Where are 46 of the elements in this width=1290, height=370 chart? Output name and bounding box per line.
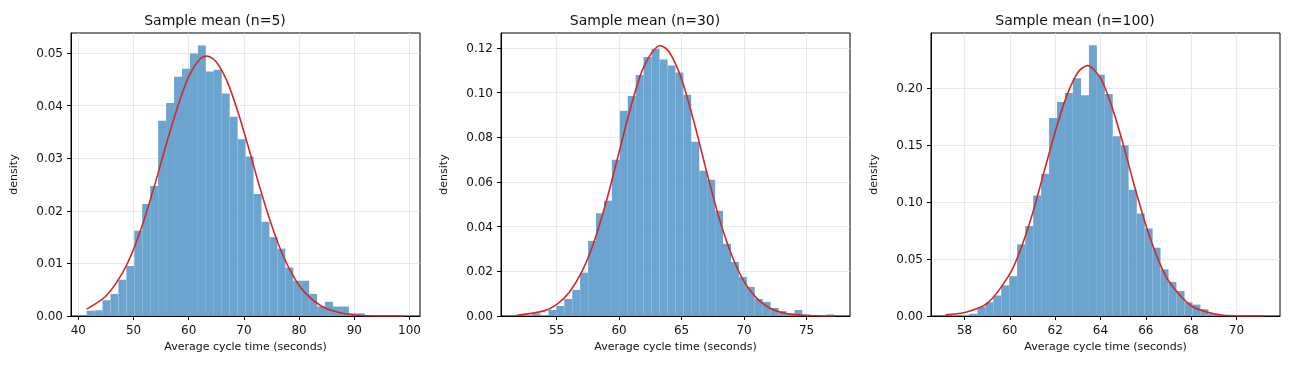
x-tick-label: 62 — [1047, 323, 1063, 337]
x-tick-label: 65 — [673, 323, 690, 337]
x-tick-label: 40 — [70, 323, 86, 337]
x-tick-label: 70 — [736, 323, 752, 337]
y-tick-label: 0.08 — [466, 130, 493, 145]
x-tick-label: 50 — [125, 323, 142, 337]
x-tick-label: 66 — [1138, 323, 1154, 337]
x-tick-label: 58 — [956, 323, 973, 337]
y-tick-label: 0.02 — [466, 264, 493, 279]
y-tick-label: 0.00 — [896, 309, 923, 323]
x-axis-title: Average cycle time (seconds) — [594, 339, 757, 353]
x-tick-label: 75 — [798, 323, 815, 337]
y-tick-label: 0.10 — [466, 85, 493, 100]
x-tick-label: 64 — [1092, 323, 1109, 337]
x-tick-label: 60 — [1002, 323, 1018, 337]
x-tick-label: 90 — [346, 323, 362, 337]
y-axis-title: density — [437, 153, 450, 195]
chart-title: Sample mean (n=100) — [995, 12, 1155, 28]
y-tick-label: 0.04 — [466, 219, 493, 234]
x-tick-label: 80 — [291, 323, 307, 337]
y-tick-label: 0.20 — [896, 81, 923, 96]
y-tick-label: 0.03 — [36, 151, 63, 166]
y-tick-label: 0.06 — [466, 174, 493, 189]
y-axis-title: density — [7, 153, 20, 195]
y-tick-label: 0.05 — [896, 252, 923, 267]
chart-title: Sample mean (n=30) — [569, 12, 721, 28]
x-axis-title: Average cycle time (seconds) — [164, 339, 327, 353]
x-tick-label: 100 — [398, 323, 421, 337]
y-tick-label: 0.04 — [36, 98, 63, 113]
chart-title: Sample mean (n=5) — [144, 12, 286, 28]
y-axis-title: density — [867, 153, 880, 195]
y-tick-label: 0.01 — [36, 256, 63, 271]
y-tick-label: 0.12 — [466, 40, 493, 55]
y-tick-label: 0.10 — [896, 195, 923, 210]
x-tick-label: 60 — [181, 323, 197, 337]
y-tick-label: 0.05 — [36, 45, 63, 60]
x-tick-label: 60 — [611, 323, 627, 337]
x-tick-label: 55 — [548, 323, 565, 337]
x-tick-label: 70 — [236, 323, 252, 337]
x-tick-label: 70 — [1228, 323, 1245, 337]
x-axis-title: Average cycle time (seconds) — [1024, 339, 1187, 353]
x-tick-label: 68 — [1183, 323, 1199, 337]
y-tick-label: 0.15 — [896, 138, 923, 153]
y-tick-label: 0.00 — [36, 309, 63, 323]
y-tick-label: 0.00 — [466, 309, 493, 323]
y-tick-label: 0.02 — [36, 203, 63, 218]
